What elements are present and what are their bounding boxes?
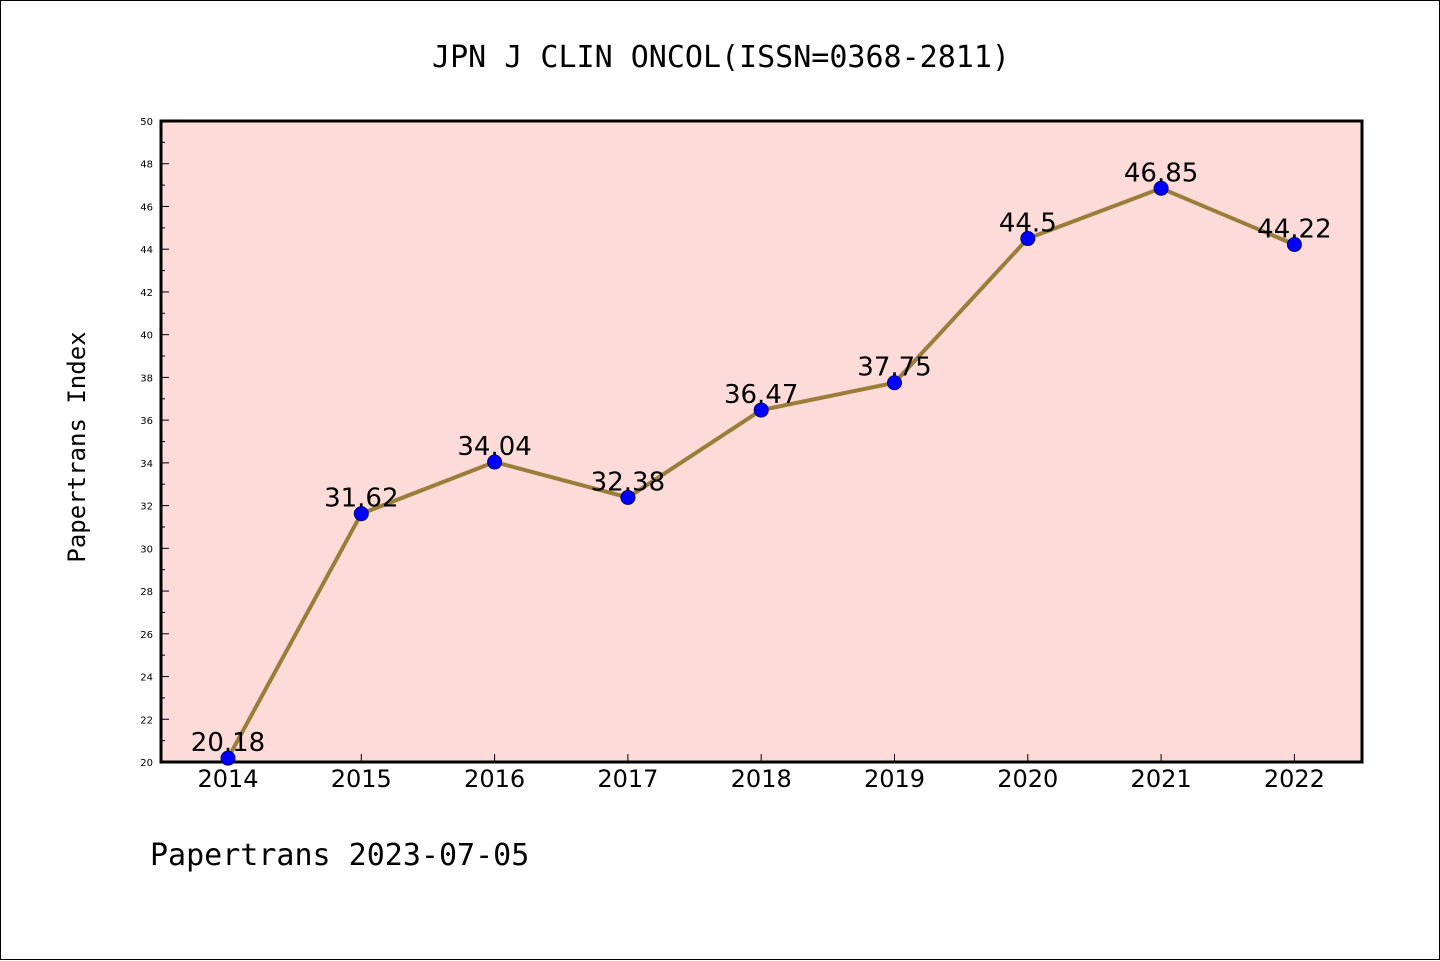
- y-tick-label: 20: [140, 758, 153, 769]
- data-label: 20.18: [191, 728, 265, 758]
- y-tick-label: 34: [140, 459, 153, 470]
- y-tick-label: 26: [140, 630, 153, 641]
- x-tick-label: 2016: [464, 765, 525, 793]
- data-point: [1153, 180, 1169, 196]
- y-axis-label: Papertrans Index: [63, 331, 91, 562]
- data-label: 31.62: [324, 484, 398, 514]
- x-tick-label: 2020: [997, 765, 1058, 793]
- data-label: 37.75: [857, 353, 931, 383]
- x-tick-label: 2021: [1131, 765, 1192, 793]
- chart-title: JPN J CLIN ONCOL(ISSN=0368-2811): [432, 40, 1010, 75]
- data-point: [220, 750, 236, 766]
- x-tick-label: 2017: [597, 765, 658, 793]
- x-tick-label: 2018: [731, 765, 792, 793]
- data-label: 44.5: [999, 209, 1057, 239]
- data-label: 44.22: [1257, 214, 1331, 244]
- y-tick-label: 36: [140, 416, 153, 427]
- data-point: [753, 402, 769, 418]
- series-layer: 20.18 31.62 34.04 32.38 36.47 37.75 44.5 46.85 4…: [191, 158, 1332, 766]
- x-tick-label: 2015: [331, 765, 392, 793]
- y-tick-label: 40: [140, 331, 153, 342]
- y-tick-label: 48: [140, 160, 153, 171]
- y-tick-label: 22: [140, 715, 153, 726]
- y-tick-label: 24: [140, 673, 153, 684]
- data-point: [620, 489, 636, 505]
- footer-caption: Papertrans 2023-07-05: [150, 838, 529, 873]
- data-label: 32.38: [591, 467, 665, 497]
- x-tick-label: 2014: [197, 765, 258, 793]
- data-point: [1020, 231, 1036, 247]
- data-point: [353, 506, 369, 522]
- y-tick-label: 28: [140, 587, 153, 598]
- data-label: 36.47: [724, 380, 798, 410]
- x-tick-label: 2019: [864, 765, 925, 793]
- x-tick-label: 2022: [1264, 765, 1325, 793]
- plot-area: [159, 119, 1364, 764]
- data-point: [887, 375, 902, 391]
- y-tick-label: 30: [140, 544, 153, 555]
- y-tick-label: 38: [140, 373, 153, 384]
- data-label: 46.85: [1124, 158, 1198, 188]
- y-tick-label: 46: [140, 202, 153, 213]
- data-label: 34.04: [457, 432, 531, 462]
- y-tick-label: 42: [140, 288, 153, 299]
- y-tick-label: 44: [140, 245, 153, 256]
- data-point: [1286, 236, 1302, 252]
- y-tick-label: 32: [140, 502, 153, 513]
- y-tick-label: 50: [140, 117, 153, 128]
- data-point: [487, 454, 503, 470]
